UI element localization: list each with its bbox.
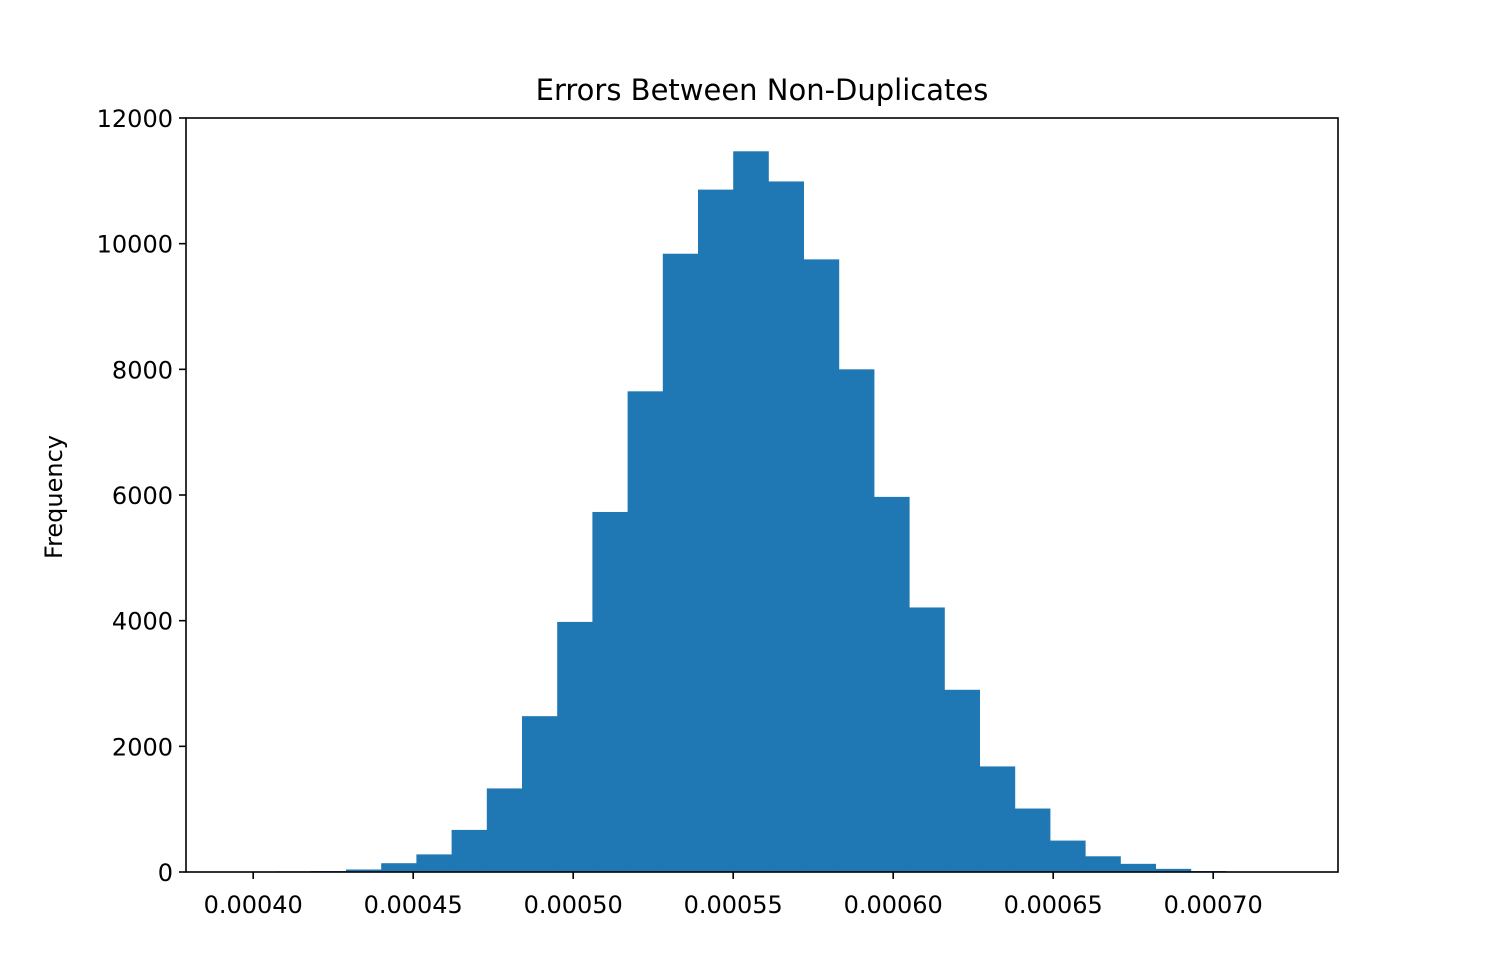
- histogram-bar: [838, 369, 875, 872]
- x-tick-label: 0.00045: [364, 891, 463, 919]
- x-tick-label: 0.00040: [204, 891, 303, 919]
- histogram-bar: [416, 854, 452, 872]
- histogram-bar: [522, 716, 558, 872]
- x-tick-label: 0.00070: [1164, 891, 1263, 919]
- bars-group: [240, 151, 1297, 873]
- y-tick-label: 12000: [97, 105, 173, 133]
- histogram-bar: [944, 689, 980, 872]
- histogram-bar: [1050, 840, 1086, 872]
- histogram-bar: [1085, 856, 1121, 872]
- x-tick-label: 0.00060: [844, 891, 943, 919]
- histogram-bar: [874, 496, 910, 872]
- histogram-bar: [662, 253, 699, 873]
- plot-frame: [185, 117, 1339, 873]
- histogram-bar: [1014, 808, 1051, 872]
- histogram-bar: [627, 391, 664, 872]
- histogram-bar: [733, 151, 769, 873]
- histogram-bar: [698, 189, 734, 872]
- histogram-bar: [381, 863, 417, 872]
- histogram-bar: [557, 621, 593, 872]
- x-tick-label: 0.00050: [524, 891, 623, 919]
- x-tick-label: 0.00065: [1004, 891, 1103, 919]
- histogram-bar: [768, 181, 804, 872]
- histogram-bar: [803, 259, 840, 872]
- histogram-bar: [979, 766, 1016, 872]
- y-tick-label: 6000: [112, 482, 173, 510]
- histogram-bar: [346, 869, 382, 872]
- y-tick-label: 0: [158, 859, 173, 887]
- histogram-bar: [1120, 863, 1156, 872]
- histogram-bar: [451, 829, 488, 872]
- x-axis: 0.00040 0.00045 0.00050 0.00055 0.00060 0.000…: [204, 872, 1263, 919]
- y-tick-label: 4000: [112, 608, 173, 636]
- y-tick-label: 2000: [112, 733, 173, 761]
- histogram-bar: [1155, 868, 1192, 872]
- histogram-bar: [486, 788, 523, 872]
- histogram-bar: [909, 607, 945, 872]
- y-axis: 0 2000 4000 6000 8000 10000 12000: [97, 105, 186, 887]
- chart-title: Errors Between Non-Duplicates: [536, 73, 989, 107]
- y-tick-label: 8000: [112, 356, 173, 384]
- histogram-bar: [592, 511, 628, 872]
- y-tick-label: 10000: [97, 231, 173, 259]
- x-tick-label: 0.00055: [684, 891, 783, 919]
- y-axis-label: Frequency: [40, 435, 68, 559]
